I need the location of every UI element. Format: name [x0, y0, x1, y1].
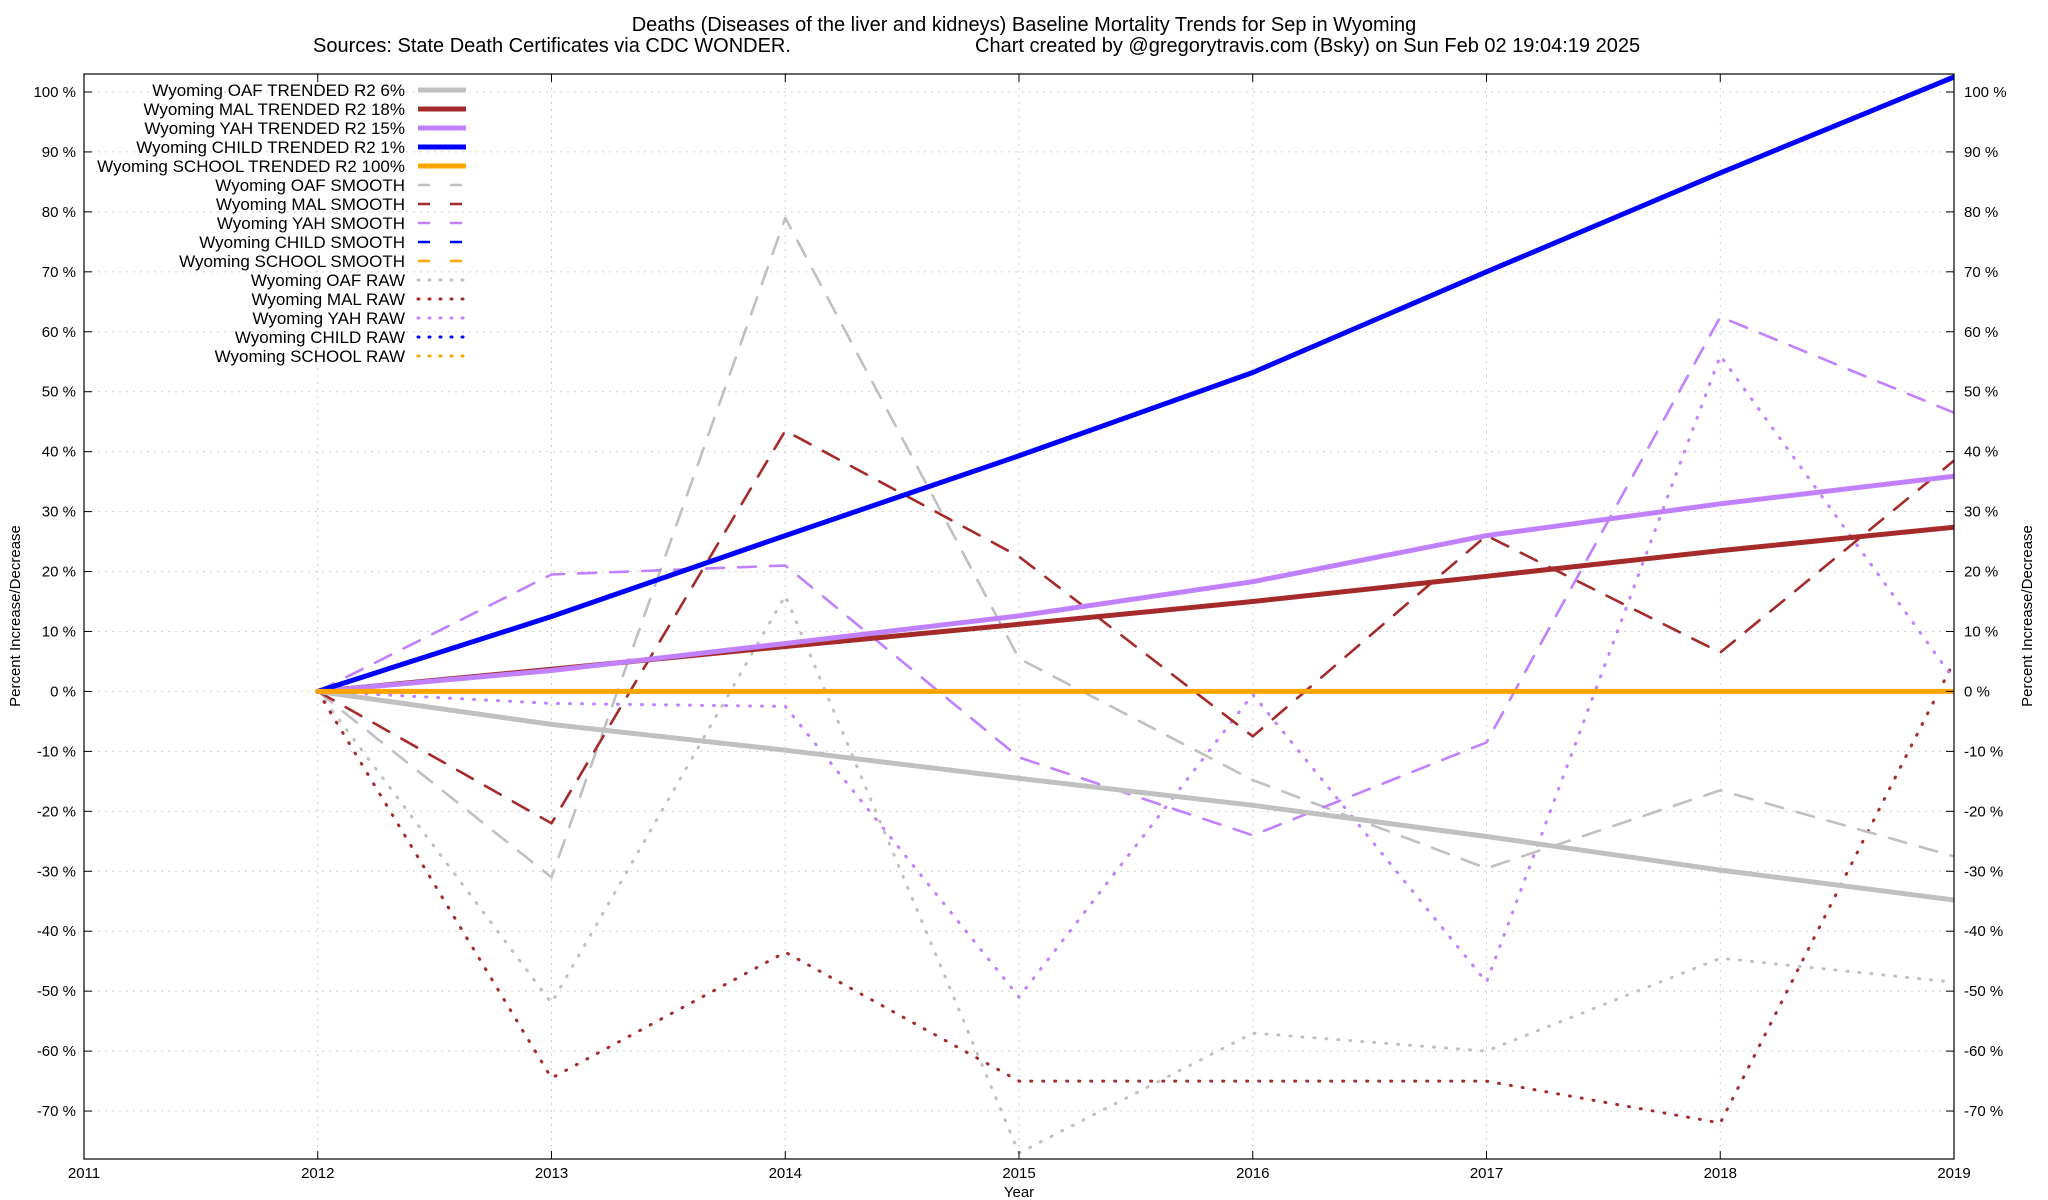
x-tick-label: 2014	[769, 1165, 802, 1182]
legend-entry-label: Wyoming CHILD RAW	[235, 328, 405, 347]
legend-entry-label: Wyoming SCHOOL RAW	[215, 347, 405, 366]
y-tick-label-left: -40 %	[37, 923, 76, 940]
series-lines	[315, 74, 1954, 1155]
legend-entry-label: Wyoming CHILD TRENDED R2 1%	[136, 138, 405, 157]
legend-entry-label: Wyoming OAF RAW	[251, 271, 405, 290]
y-tick-label-left: -30 %	[37, 863, 76, 880]
y-tick-label-right: 40 %	[1964, 444, 1998, 461]
x-tick-label: 2011	[68, 1165, 100, 1182]
legend-entry-label: Wyoming YAH SMOOTH	[217, 214, 405, 233]
y-tick-label-left: 80 %	[42, 204, 76, 221]
legend-entry-label: Wyoming SCHOOL TRENDED R2 100%	[97, 157, 405, 176]
y-tick-label-left: 0 %	[50, 683, 76, 700]
y-tick-label-right: 100 %	[1964, 84, 2007, 101]
y-tick-label-right: -10 %	[1964, 743, 2003, 760]
series-line-2	[315, 473, 1954, 694]
series-line-0	[315, 688, 1954, 903]
y-tick-label-right: -70 %	[1964, 1103, 2003, 1120]
axis-ticks: -70 % -70 % -60 % -60 % -50 % -50 % -40 % -40 %…	[33, 74, 2007, 1182]
chart-subtitle-left: Sources: State Death Certificates via CD…	[313, 35, 791, 57]
y-tick-label-left: 10 %	[42, 623, 76, 640]
x-tick-label: 2019	[1937, 1165, 1970, 1182]
y-tick-label-left: 30 %	[42, 504, 76, 521]
y-tick-label-right: 50 %	[1964, 384, 1998, 401]
y-tick-label-right: 90 %	[1964, 144, 1998, 161]
y-tick-label-left: -20 %	[37, 803, 76, 820]
x-tick-label: 2018	[1704, 1165, 1737, 1182]
x-axis-label: Year	[1004, 1184, 1034, 1200]
legend-entry-label: Wyoming MAL SMOOTH	[216, 195, 405, 214]
y-tick-label-right: 60 %	[1964, 324, 1998, 341]
y-tick-label-left: -10 %	[37, 743, 76, 760]
series-line-12	[316, 354, 1954, 999]
legend-entry-label: Wyoming SCHOOL SMOOTH	[179, 252, 405, 271]
legend-entry-label: Wyoming CHILD SMOOTH	[199, 233, 405, 252]
x-tick-label: 2017	[1470, 1165, 1503, 1182]
x-tick-label: 2012	[301, 1165, 334, 1182]
y-tick-label-right: 10 %	[1964, 623, 1998, 640]
series-line-5	[316, 216, 1954, 879]
legend-entry-label: Wyoming MAL RAW	[252, 290, 406, 309]
legend-entry-label: Wyoming MAL TRENDED R2 18%	[143, 100, 405, 119]
y-tick-label-right: -60 %	[1964, 1043, 2003, 1060]
series-line-7	[316, 315, 1954, 837]
y-tick-label-right: -30 %	[1964, 863, 2003, 880]
x-tick-label: 2016	[1236, 1165, 1269, 1182]
y-tick-label-right: 70 %	[1964, 264, 1998, 281]
y-tick-label-left: 20 %	[42, 564, 76, 581]
y-tick-label-right: -50 %	[1964, 983, 2003, 1000]
y-tick-label-right: 80 %	[1964, 204, 1998, 221]
y-tick-label-left: -50 %	[37, 983, 76, 1000]
y-tick-label-right: 30 %	[1964, 504, 1998, 521]
y-axis-label-left: Percent Increase/Decrease	[7, 525, 24, 707]
series-line-10	[316, 594, 1954, 1155]
y-tick-label-left: 70 %	[42, 264, 76, 281]
series-line-11	[316, 660, 1954, 1125]
legend-entry-label: Wyoming OAF SMOOTH	[215, 176, 405, 195]
chart-title: Deaths (Diseases of the liver and kidney…	[632, 14, 1417, 36]
y-tick-label-left: 60 %	[42, 324, 76, 341]
x-tick-label: 2015	[1002, 1165, 1035, 1182]
x-tick-label: 2013	[535, 1165, 568, 1182]
y-tick-label-left: 40 %	[42, 444, 76, 461]
y-tick-label-left: 50 %	[42, 384, 76, 401]
y-tick-label-right: -40 %	[1964, 923, 2003, 940]
y-tick-label-right: 0 %	[1964, 683, 1990, 700]
legend-entry-label: Wyoming YAH RAW	[252, 309, 405, 328]
series-line-3	[315, 74, 1954, 694]
series-line-6	[316, 429, 1954, 825]
legend-entry-label: Wyoming OAF TRENDED R2 6%	[152, 81, 405, 100]
chart-subtitle-right: Chart created by @gregorytravis.com (Bsk…	[975, 35, 1640, 57]
y-tick-label-left: -60 %	[37, 1043, 76, 1060]
legend-entry-label: Wyoming YAH TRENDED R2 15%	[144, 119, 405, 138]
y-tick-label-left: 90 %	[42, 144, 76, 161]
y-tick-label-right: 20 %	[1964, 564, 1998, 581]
y-tick-label-right: -20 %	[1964, 803, 2003, 820]
y-axis-label-right: Percent Increase/Decrease	[2019, 525, 2036, 707]
legend: Wyoming OAF TRENDED R2 6%Wyoming MAL TRE…	[97, 81, 468, 366]
y-tick-label-left: 100 %	[33, 84, 76, 101]
y-tick-label-left: -70 %	[37, 1103, 76, 1120]
